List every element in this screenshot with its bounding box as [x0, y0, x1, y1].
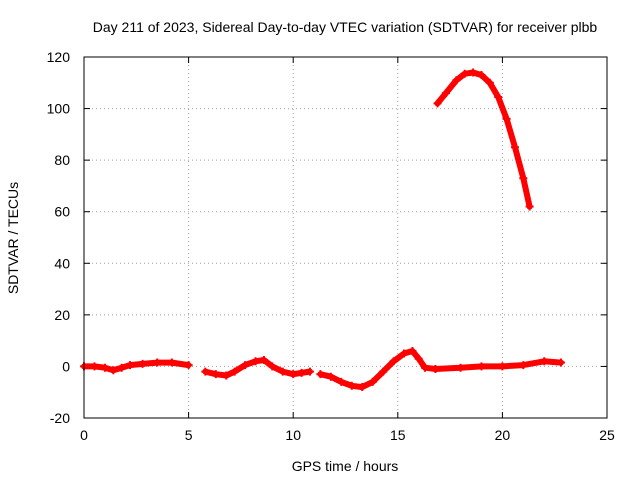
x-tick-label: 10	[285, 427, 301, 443]
data-point-marker	[167, 358, 176, 367]
data-point-marker	[358, 383, 367, 392]
data-point-marker	[347, 381, 356, 390]
data-point-marker	[201, 367, 210, 376]
data-point-marker	[519, 361, 528, 370]
x-axis-label: GPS time / hours	[292, 458, 399, 474]
data-point-marker	[297, 368, 306, 377]
plot-frame	[83, 56, 608, 419]
y-tick-label: 0	[62, 358, 70, 374]
data-point-marker	[485, 78, 494, 87]
data-point-marker	[460, 69, 469, 78]
data-point-marker	[211, 370, 220, 379]
data-point-marker	[368, 377, 377, 386]
x-tick-label: 5	[185, 427, 193, 443]
data-point-marker	[316, 370, 325, 379]
data-point-marker	[494, 92, 503, 101]
y-tick-label: 20	[54, 307, 70, 323]
series-satellite-a	[80, 358, 193, 375]
data-point-marker	[117, 363, 126, 372]
data-point-marker	[389, 357, 398, 366]
series-satellite-d	[431, 357, 565, 374]
y-tick-label: 60	[54, 204, 70, 220]
data-point-marker	[519, 174, 528, 183]
data-point-marker	[456, 363, 465, 372]
data-point-marker	[126, 361, 135, 370]
data-point-marker	[251, 357, 260, 366]
data-point-marker	[414, 354, 423, 363]
data-point-marker	[433, 99, 442, 108]
data-point-marker	[278, 367, 287, 376]
data-point-marker	[525, 202, 534, 211]
data-point-marker	[420, 363, 429, 372]
y-tick-label: 80	[54, 152, 70, 168]
data-point-marker	[379, 367, 388, 376]
data-point-marker	[400, 349, 409, 358]
series-satellite-b	[201, 355, 314, 380]
axis-ticks: 0 5 10 15 20 25 -20 0 20 40 60 80 100 120	[47, 49, 615, 443]
data-point-marker	[337, 377, 346, 386]
data-point-marker	[90, 362, 99, 371]
data-point-marker	[540, 357, 549, 366]
data-point-marker	[510, 143, 519, 152]
y-axis-label: SDTVAR / TECUs	[5, 182, 21, 294]
data-point-marker	[502, 114, 511, 123]
series-trace	[81, 359, 192, 374]
data-point-marker	[477, 71, 486, 80]
data-point-marker	[326, 372, 335, 381]
x-tick-label: 15	[390, 427, 406, 443]
y-tick-label: 100	[47, 101, 71, 117]
x-tick-label: 25	[599, 427, 615, 443]
data-point-marker	[441, 89, 450, 98]
chart-title: Day 211 of 2023, Sidereal Day-to-day VTE…	[93, 19, 598, 35]
series-trace	[434, 69, 533, 210]
data-point-marker	[477, 362, 486, 371]
data-series	[80, 68, 565, 392]
x-tick-label: 20	[495, 427, 511, 443]
series-satellite-c	[316, 346, 440, 392]
data-point-marker	[556, 358, 565, 367]
data-point-marker	[184, 361, 193, 370]
data-point-marker	[408, 346, 417, 355]
grid-lines	[84, 57, 607, 418]
data-point-marker	[109, 366, 118, 375]
data-point-marker	[259, 355, 268, 364]
y-tick-label: -20	[50, 410, 70, 426]
x-tick-label: 0	[80, 427, 88, 443]
data-point-marker	[305, 367, 314, 376]
data-point-marker	[100, 363, 109, 372]
data-point-marker	[268, 362, 277, 371]
data-point-marker	[241, 361, 250, 370]
data-point-marker	[452, 76, 461, 85]
data-point-marker	[153, 358, 162, 367]
data-point-marker	[431, 365, 440, 374]
series-trace	[432, 358, 564, 372]
y-tick-label: 40	[54, 255, 70, 271]
data-point-marker	[498, 362, 507, 371]
data-point-marker	[469, 68, 478, 77]
data-point-marker	[222, 371, 231, 380]
data-point-marker	[289, 370, 298, 379]
series-satellite-e	[433, 68, 534, 211]
data-point-marker	[138, 359, 147, 368]
y-tick-label: 120	[47, 49, 71, 65]
data-point-marker	[230, 367, 239, 376]
